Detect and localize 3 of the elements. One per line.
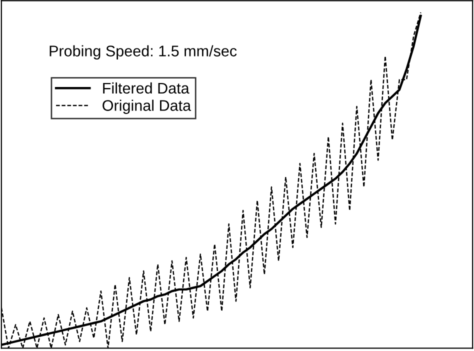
legend-label: Original Data xyxy=(102,100,192,114)
legend-label: Filtered Data xyxy=(103,82,190,94)
annotation: Probing Speed: 1.5 mm/sec xyxy=(50,45,237,60)
